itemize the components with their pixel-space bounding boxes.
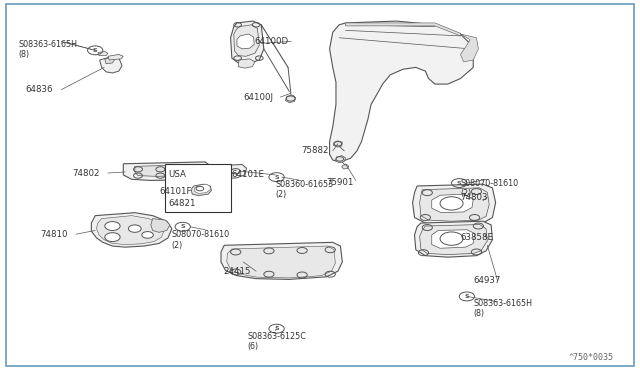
Text: S: S [275, 174, 279, 180]
Text: ^750*0035: ^750*0035 [569, 353, 614, 362]
Text: 74802: 74802 [72, 169, 100, 177]
Polygon shape [92, 213, 172, 247]
Text: 24415: 24415 [223, 267, 250, 276]
Polygon shape [216, 164, 246, 179]
Polygon shape [108, 54, 124, 60]
Polygon shape [100, 56, 122, 73]
Polygon shape [415, 221, 492, 257]
Polygon shape [135, 164, 202, 176]
Polygon shape [238, 59, 255, 68]
Polygon shape [230, 21, 264, 64]
Polygon shape [346, 23, 461, 36]
Text: 64100J: 64100J [243, 93, 273, 102]
Polygon shape [191, 184, 211, 196]
Polygon shape [105, 57, 115, 64]
Polygon shape [342, 164, 349, 169]
Text: S08363-6165H
(8): S08363-6165H (8) [19, 39, 77, 59]
Polygon shape [98, 51, 108, 55]
Text: 64821: 64821 [169, 199, 196, 208]
Polygon shape [420, 188, 489, 221]
Text: 64836: 64836 [25, 85, 52, 94]
Polygon shape [461, 34, 478, 62]
Text: 64937: 64937 [473, 276, 500, 285]
Circle shape [440, 232, 463, 245]
Text: S08363-6165H
(8): S08363-6165H (8) [473, 299, 532, 318]
Circle shape [105, 233, 120, 241]
Text: 74803: 74803 [461, 193, 488, 202]
Polygon shape [234, 25, 259, 56]
Polygon shape [432, 194, 473, 213]
Text: 74810: 74810 [40, 230, 68, 239]
Text: S: S [457, 180, 461, 186]
Text: S: S [465, 294, 469, 299]
Polygon shape [151, 219, 170, 232]
Polygon shape [432, 230, 474, 248]
Polygon shape [285, 95, 296, 103]
Text: S08363-6125C
(6): S08363-6125C (6) [248, 333, 307, 352]
Text: S: S [275, 326, 279, 331]
Text: S08070-81610
(2): S08070-81610 (2) [461, 179, 518, 198]
Polygon shape [227, 246, 335, 278]
Text: USA: USA [169, 170, 186, 179]
Circle shape [142, 232, 154, 238]
Bar [166, 164, 230, 212]
Polygon shape [221, 242, 342, 279]
Circle shape [440, 197, 463, 210]
Text: 64101E: 64101E [232, 170, 265, 179]
Text: 63858E: 63858E [461, 233, 493, 243]
Polygon shape [330, 21, 473, 162]
Polygon shape [413, 184, 495, 225]
Polygon shape [420, 225, 487, 254]
Text: S08070-81610
(2): S08070-81610 (2) [172, 231, 230, 250]
Circle shape [105, 222, 120, 231]
Text: 75901: 75901 [326, 178, 354, 187]
Text: S: S [180, 224, 185, 229]
Polygon shape [237, 34, 254, 49]
Polygon shape [97, 216, 164, 244]
Text: 64100D: 64100D [255, 37, 289, 46]
Text: 64101F: 64101F [159, 187, 191, 196]
Polygon shape [335, 155, 346, 163]
Circle shape [129, 225, 141, 232]
Text: S08360-61653
(2): S08360-61653 (2) [275, 180, 333, 199]
Text: S: S [93, 48, 97, 53]
Text: 75882: 75882 [301, 146, 328, 155]
Polygon shape [195, 184, 210, 193]
Polygon shape [124, 162, 211, 180]
Polygon shape [333, 141, 342, 147]
